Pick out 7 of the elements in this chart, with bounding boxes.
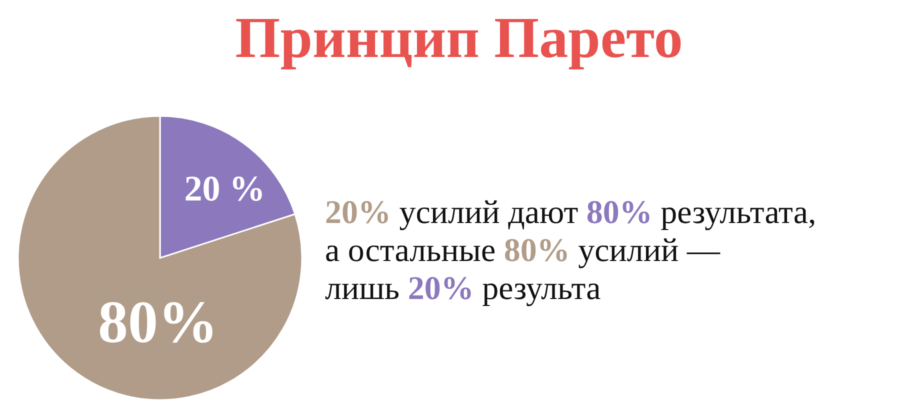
text: а остальные 80% усилий — [325,233,721,269]
data-label: 20 % [184,168,266,208]
text: 20% усилий дают 80% результата, [325,195,816,231]
pie-slice [17,115,303,401]
text: Принцип Парето [235,5,683,70]
data-label: 80% [98,288,218,355]
text: лишь 20% результа [325,271,602,307]
